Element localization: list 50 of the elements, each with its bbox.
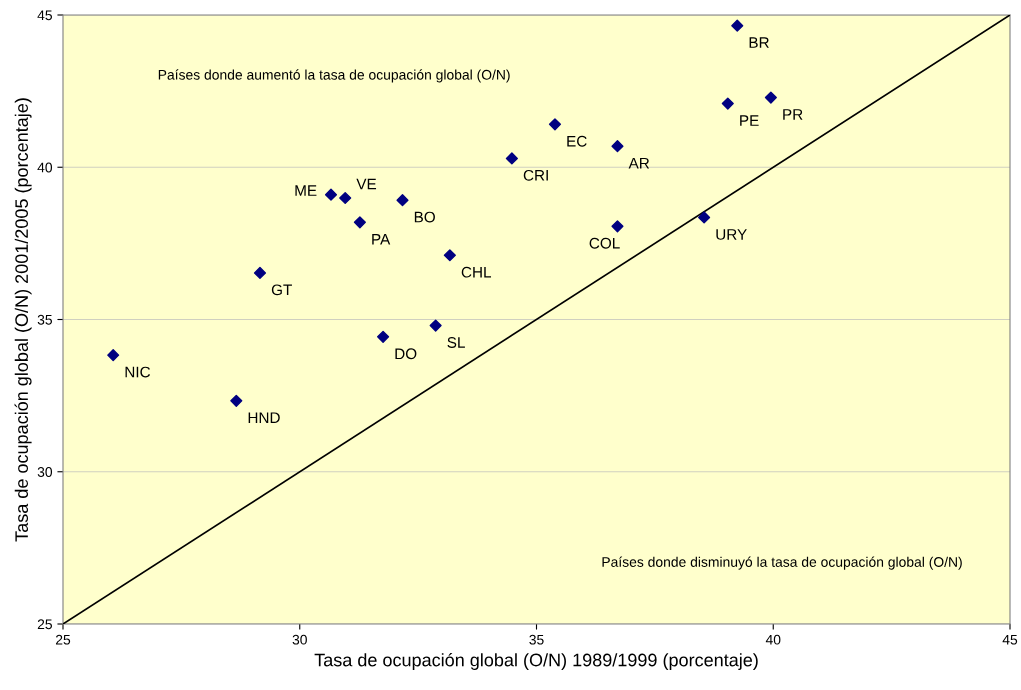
y-tick-label: 25 [37,619,52,630]
point [396,194,409,207]
annotation: PE [740,115,759,126]
annotation: ME [295,185,317,196]
x-tick-label: 35 [529,634,544,645]
x-tick-label: 25 [55,634,71,645]
annotation: COL [589,237,620,249]
point [253,266,267,279]
point [548,118,562,131]
annotation: URY [716,229,747,240]
point [353,216,366,229]
point [731,19,744,32]
annotation: AR [628,157,650,169]
y-tick-label: 35 [37,314,52,325]
point [377,330,390,343]
point [443,249,456,262]
annotation: DO [395,348,417,360]
point [721,97,734,110]
point [611,220,624,233]
annotation: NIC [125,366,151,378]
annotation: CHL [461,266,492,278]
x-tick-label: 30 [292,634,307,645]
point [107,349,120,362]
annotation: VE [356,178,377,190]
y-tick-label: 40 [37,162,53,173]
x-tick-label: 40 [765,634,781,645]
annotation: Países donde disminuyó la tasa de ocupación global (O/N) [602,556,962,570]
annotation: GT [271,284,292,296]
annotation: Países donde aumentó la tasa de ocupación global (O/N) [158,69,510,83]
point [505,152,518,165]
point [339,191,352,205]
annotation: BO [414,211,435,223]
point [230,394,243,407]
annotation: SL [447,337,465,348]
point [324,188,338,201]
point [429,319,442,332]
point [698,211,711,224]
annotation: BR [749,37,769,48]
y-axis-title: Tasa de ocupación global (O/N) 2001/2005 (porcentaje) [14,98,32,542]
annotation: CRI [523,169,548,181]
y-tick-label: 45 [37,10,52,21]
y-tick-label: 30 [37,467,53,477]
annotation: EC [567,135,587,147]
annotation: PR [783,109,803,120]
point [611,140,624,153]
x-axis-title: Tasa de ocupación global (O/N) 1989/1999 (porcentaje) [314,652,758,670]
annotation: HND [248,412,280,423]
x-tick-label: 45 [1002,634,1018,645]
point [764,91,777,104]
annotation: PA [372,234,391,245]
